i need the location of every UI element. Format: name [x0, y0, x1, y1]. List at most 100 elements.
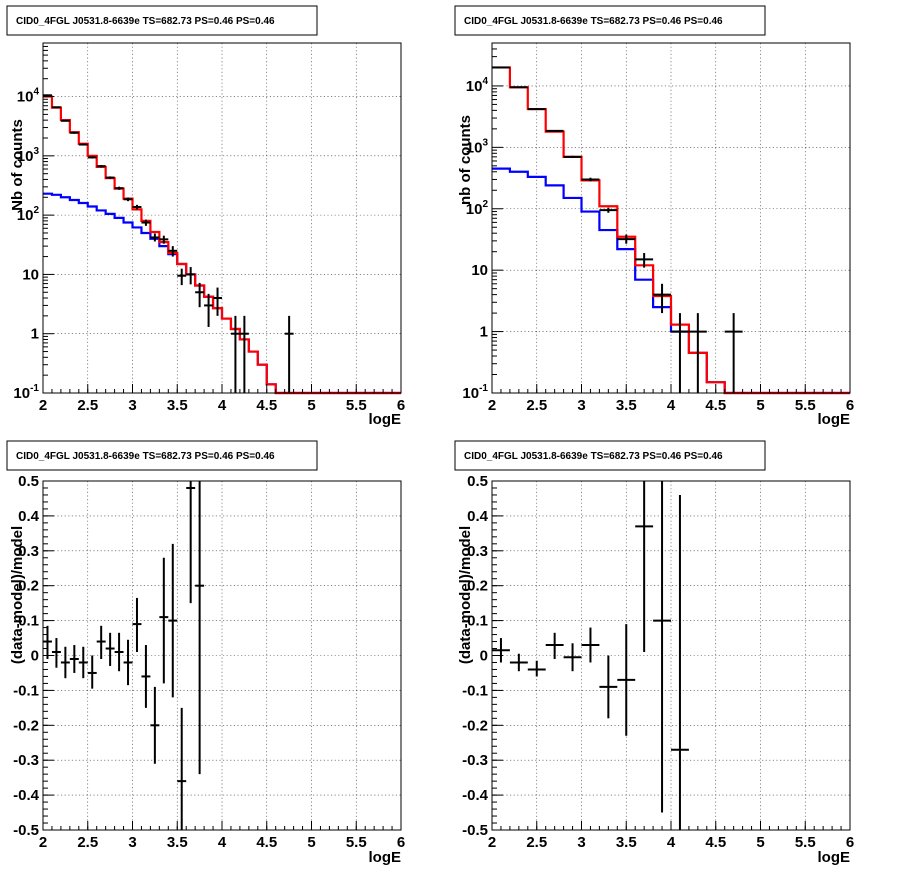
- data-point: [186, 481, 196, 604]
- x-tick-label: 5: [756, 834, 764, 851]
- data-point: [87, 655, 97, 689]
- y-tick-exponent: 2: [482, 199, 488, 210]
- data-point: [545, 129, 564, 132]
- data-point: [159, 557, 169, 684]
- x-tick-label: 5.5: [346, 397, 367, 414]
- x-axis-label: logE: [369, 849, 402, 866]
- data-point: [688, 313, 707, 393]
- x-tick-label: 2.5: [526, 397, 547, 414]
- y-tick-exponent: 3: [33, 146, 39, 157]
- data-point: [150, 233, 160, 242]
- y-tick-label: -0.3: [13, 752, 39, 769]
- data-point: [545, 632, 564, 659]
- y-tick-exponent: 2: [33, 205, 39, 216]
- y-tick-label: 0.4: [18, 508, 40, 525]
- x-tick-label: 2: [488, 834, 496, 851]
- chart-title: CID0_4FGL J0531.8-6639e TS=682.73 PS=0.4…: [16, 451, 275, 462]
- data-point: [492, 638, 510, 663]
- x-tick-label: 4: [218, 397, 227, 414]
- x-tick-label: 5: [756, 397, 764, 414]
- x-tick-label: 6: [846, 397, 854, 414]
- data-point: [168, 246, 178, 257]
- panel-counts-right: CID0_4FGL J0531.8-6639e TS=682.73 PS=0.4…: [454, 5, 854, 428]
- y-tick-label: 0.5: [467, 473, 488, 490]
- data-point: [150, 686, 160, 764]
- y-tick-label: -0.2: [462, 717, 488, 734]
- y-tick-label: 0.4: [467, 508, 489, 525]
- y-tick-label: -0.3: [462, 752, 488, 769]
- y-tick-label: 1: [31, 326, 39, 343]
- panel-counts-left: CID0_4FGL J0531.8-6639e TS=682.73 PS=0.4…: [6, 5, 405, 428]
- y-tick-label: 1: [480, 324, 488, 341]
- data-point: [60, 119, 70, 122]
- x-tick-label: 2: [39, 834, 47, 851]
- x-tick-label: 2.5: [526, 834, 547, 851]
- x-tick-label: 3.5: [167, 397, 188, 414]
- x-axis-label: logE: [369, 411, 402, 428]
- data-point: [123, 639, 133, 686]
- data-point: [617, 624, 636, 736]
- title-box: [6, 440, 318, 471]
- x-tick-label: 5: [307, 397, 315, 414]
- x-axis-label: logE: [818, 411, 851, 428]
- y-axis-label: Nb of counts: [9, 119, 26, 211]
- x-tick-label: 3.5: [616, 834, 637, 851]
- y-tick-label: -0.5: [462, 822, 488, 839]
- y-tick-label: 0.3: [18, 543, 39, 560]
- y-tick-exponent: 4: [33, 87, 39, 98]
- x-tick-label: 3: [128, 834, 136, 851]
- data-point: [132, 204, 142, 210]
- data-point: [141, 219, 151, 226]
- data-point: [599, 207, 618, 213]
- data-point: [581, 177, 600, 182]
- y-tick-label: -0.1: [462, 682, 488, 699]
- x-tick-label: 4: [667, 397, 676, 414]
- panel-residuals-left: CID0_4FGL J0531.8-6639e TS=682.73 PS=0.4…: [6, 440, 405, 866]
- data-point: [204, 293, 214, 327]
- data-point: [284, 315, 294, 393]
- plot-frame: [42, 480, 402, 831]
- data-point: [168, 543, 178, 698]
- title-box: [6, 5, 318, 36]
- x-tick-label: 2.5: [77, 834, 98, 851]
- y-tick-label: -0.1: [13, 682, 39, 699]
- data-point: [599, 655, 618, 719]
- y-tick-label: -0.4: [462, 787, 489, 804]
- x-tick-label: 6: [397, 834, 405, 851]
- y-tick-exponent: -1: [479, 383, 488, 394]
- x-tick-label: 4.5: [705, 397, 726, 414]
- y-tick-label: 10-1: [462, 383, 488, 402]
- data-point: [114, 186, 124, 190]
- title-box: [454, 5, 766, 36]
- data-point: [43, 625, 52, 659]
- data-point: [177, 268, 187, 286]
- x-tick-label: 4.5: [256, 834, 277, 851]
- y-tick-exponent: -1: [30, 383, 39, 394]
- data-point: [78, 143, 88, 146]
- y-tick-label: 104: [17, 87, 40, 106]
- data-point: [635, 253, 654, 268]
- data-point: [43, 94, 52, 97]
- y-tick-label: 0: [31, 648, 39, 665]
- data-point: [230, 315, 240, 393]
- data-point: [69, 645, 79, 673]
- data-point: [635, 481, 654, 653]
- y-tick-label: 10-1: [13, 383, 39, 402]
- y-tick-label: 0.1: [18, 613, 39, 630]
- chart-title: CID0_4FGL J0531.8-6639e TS=682.73 PS=0.4…: [464, 16, 723, 27]
- y-tick-label: 0.5: [18, 473, 39, 490]
- x-tick-label: 5.5: [795, 834, 816, 851]
- data-point: [96, 165, 106, 168]
- data-point: [563, 155, 582, 159]
- y-axis-label: nb of counts: [457, 115, 474, 205]
- data-point: [527, 660, 546, 677]
- data-point: [724, 313, 743, 393]
- x-tick-label: 3.5: [616, 397, 637, 414]
- title-box: [454, 440, 766, 471]
- y-tick-label: -0.4: [13, 787, 40, 804]
- data-point: [96, 625, 106, 659]
- data-point: [114, 632, 124, 672]
- x-tick-label: 5.5: [346, 834, 367, 851]
- data-point: [60, 646, 70, 679]
- data-point: [78, 646, 88, 679]
